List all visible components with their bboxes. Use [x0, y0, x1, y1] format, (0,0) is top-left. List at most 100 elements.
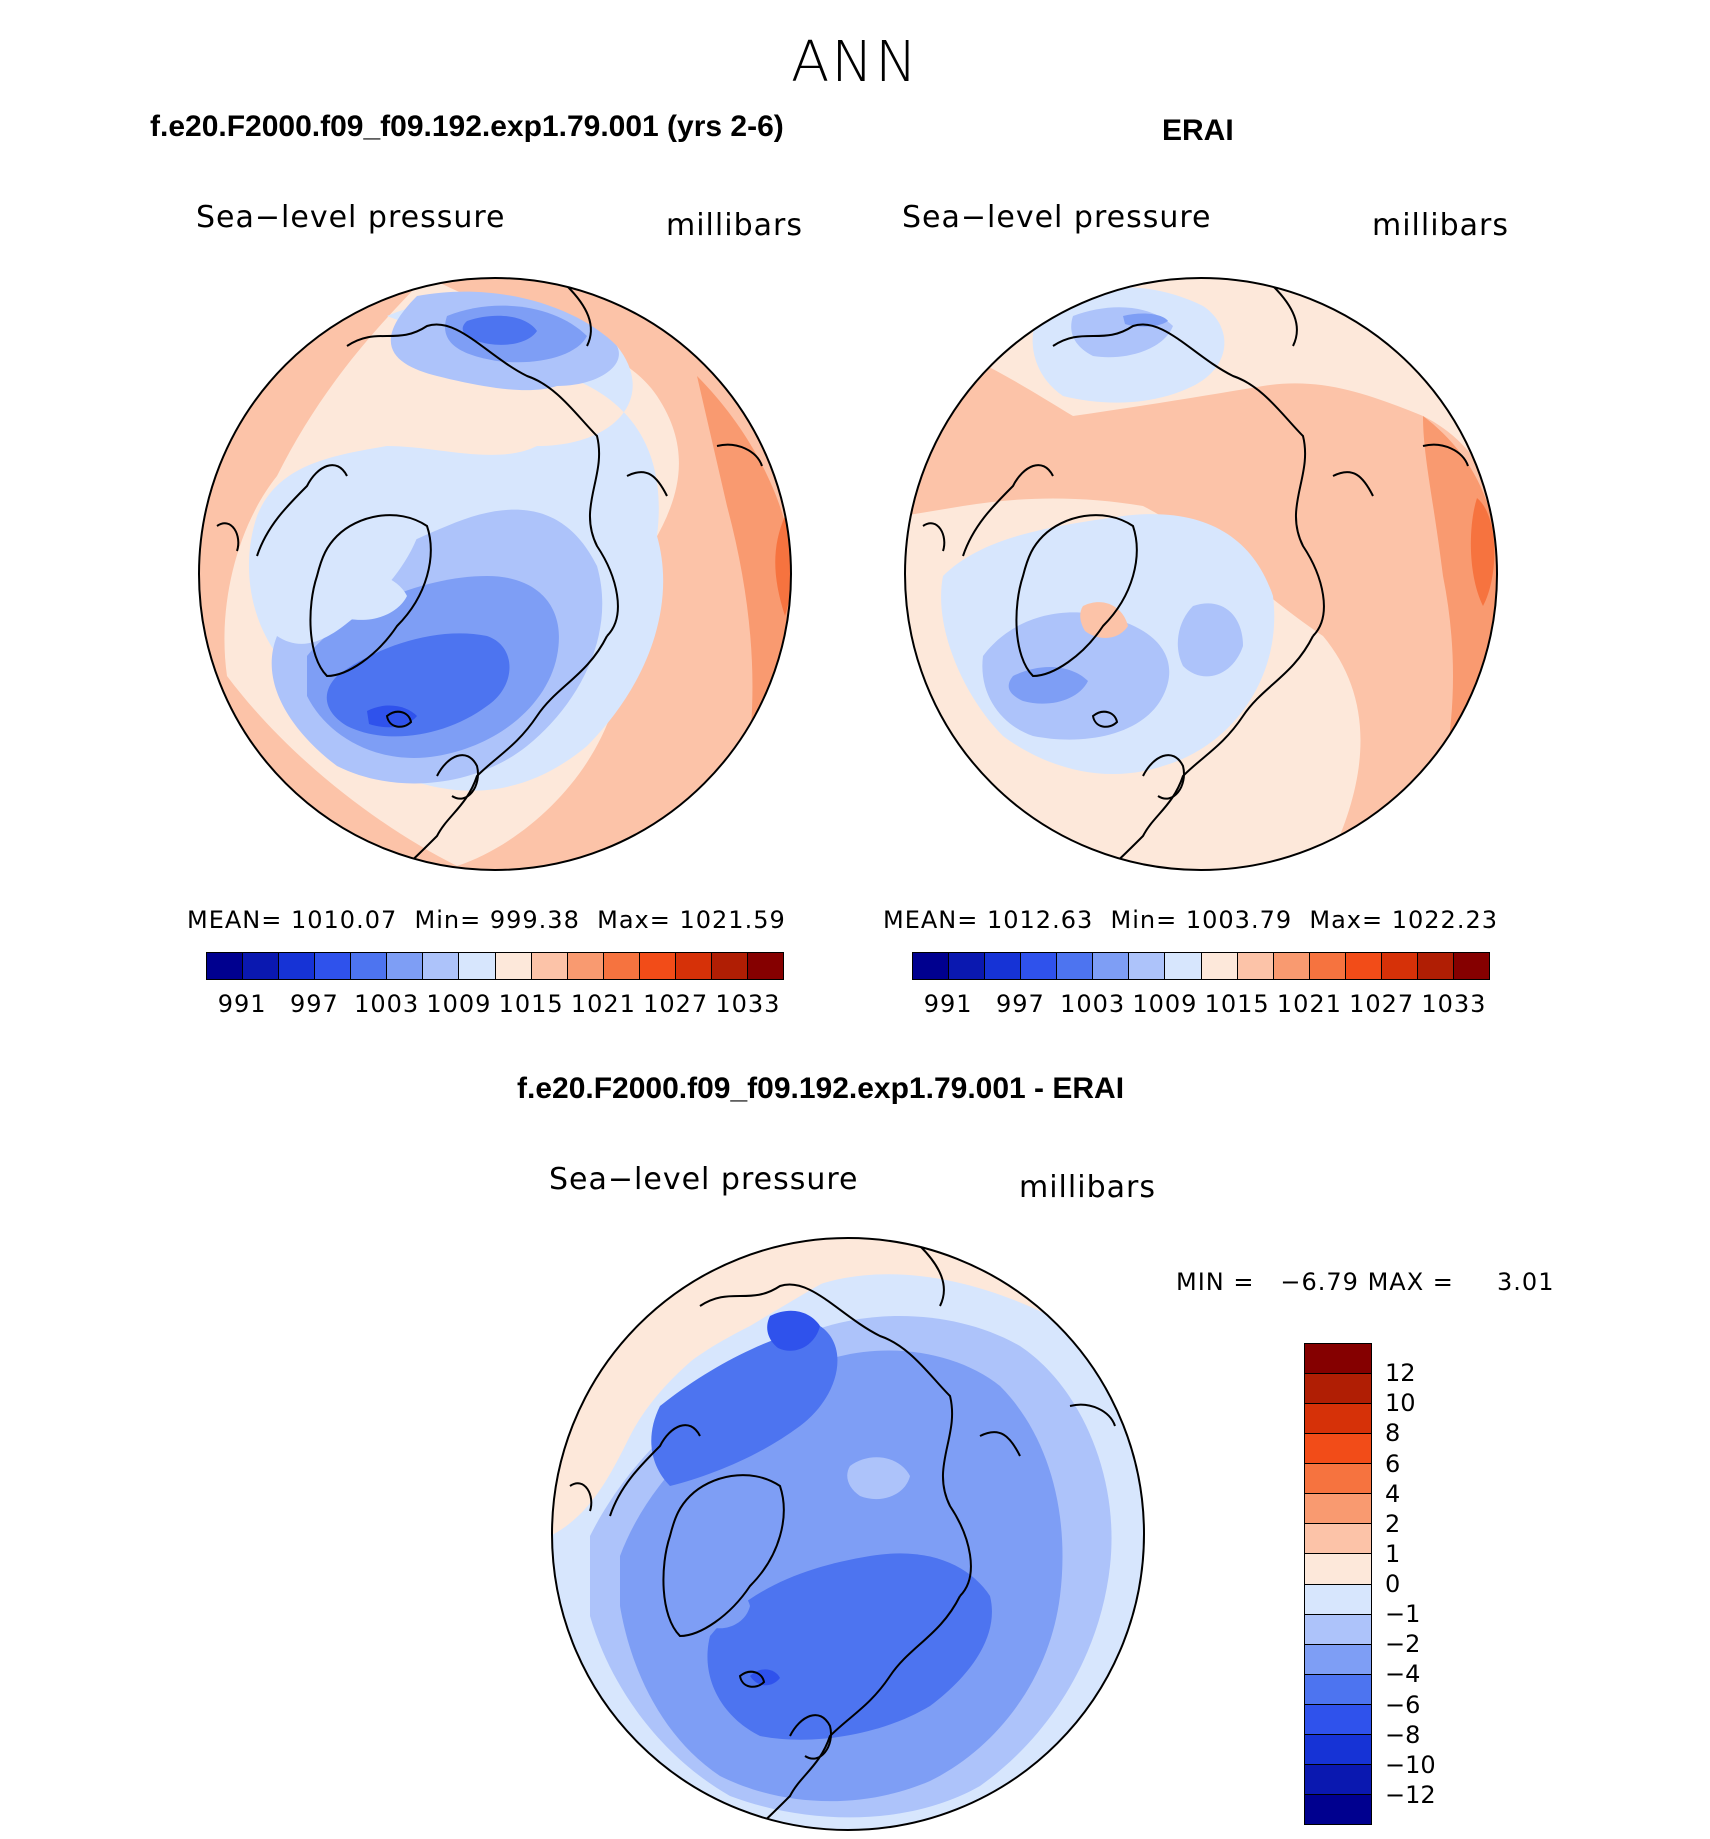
colorbar-swatch: [913, 953, 950, 979]
model-units-label: millibars: [666, 208, 803, 243]
colorbar-swatch: [1305, 1554, 1371, 1585]
obs-mean-value: 1012.63: [987, 906, 1094, 934]
obs-panel-title: ERAI: [1162, 114, 1234, 147]
colorbar-swatch: [207, 953, 244, 979]
colorbar-swatch: [243, 953, 280, 979]
model-mean-label: MEAN=: [187, 906, 283, 934]
colorbar-swatch: [1057, 953, 1094, 979]
colorbar-swatch: [1129, 953, 1166, 979]
colorbar-swatch: [423, 953, 460, 979]
model-mean-value: 1010.07: [291, 906, 398, 934]
diff-colorbar: [1304, 1343, 1372, 1825]
model-max-label: Max=: [597, 906, 671, 934]
colorbar-swatch: [1305, 1734, 1371, 1765]
colorbar-tick-label: 997: [995, 990, 1045, 1018]
model-variable-label: Sea−level pressure: [196, 200, 506, 235]
colorbar-swatch: [1305, 1704, 1371, 1735]
colorbar-swatch: [495, 953, 532, 979]
diff-units-label: millibars: [1019, 1170, 1156, 1205]
model-max-value: 1021.59: [679, 906, 786, 934]
colorbar-swatch: [603, 953, 640, 979]
season-title: ANN: [790, 30, 920, 95]
obs-units-label: millibars: [1372, 208, 1509, 243]
colorbar-tick-label: −12: [1385, 1780, 1436, 1809]
colorbar-swatch: [1305, 1374, 1371, 1405]
obs-max-label: Max=: [1309, 906, 1384, 934]
obs-variable-label: Sea−level pressure: [902, 200, 1212, 235]
colorbar-swatch: [1305, 1614, 1371, 1645]
colorbar-swatch: [1237, 953, 1274, 979]
colorbar-tick-label: 1015: [498, 990, 564, 1018]
colorbar-swatch: [315, 953, 352, 979]
colorbar-swatch: [1273, 953, 1310, 979]
obs-mean-label: MEAN=: [883, 906, 979, 934]
colorbar-tick-label: 1003: [354, 990, 420, 1018]
colorbar-swatch: [1165, 953, 1202, 979]
colorbar-tick-label: 991: [923, 990, 973, 1018]
colorbar-swatch: [985, 953, 1022, 979]
colorbar-swatch: [639, 953, 676, 979]
colorbar-swatch: [1309, 953, 1346, 979]
colorbar-swatch: [459, 953, 496, 979]
diff-min-label: MIN =: [1176, 1268, 1255, 1296]
colorbar-tick-label: 1021: [570, 990, 636, 1018]
diff-max-label: MAX =: [1367, 1268, 1454, 1296]
colorbar-swatch: [1305, 1494, 1371, 1525]
colorbar-swatch: [1453, 953, 1489, 979]
colorbar-tick-label: 991: [217, 990, 267, 1018]
diff-panel-title: f.e20.F2000.f09_f09.192.exp1.79.001 - ER…: [517, 1072, 1125, 1105]
colorbar-tick-label: −10: [1385, 1750, 1436, 1779]
model-min-value: 999.38: [489, 906, 580, 934]
colorbar-swatch: [1305, 1404, 1371, 1435]
colorbar-swatch: [675, 953, 712, 979]
model-min-label: Min=: [414, 906, 482, 934]
diff-polar-map: [551, 1237, 1145, 1831]
obs-polar-map: [904, 277, 1498, 871]
colorbar-tick-label: 6: [1385, 1449, 1401, 1478]
model-stats: MEAN= 1010.07 Min= 999.38 Max= 1021.59: [187, 906, 786, 934]
colorbar-swatch: [1305, 1434, 1371, 1465]
colorbar-tick-label: 10: [1385, 1389, 1416, 1418]
colorbar-swatch: [567, 953, 604, 979]
colorbar-swatch: [711, 953, 748, 979]
colorbar-tick-label: 1021: [1276, 990, 1342, 1018]
colorbar-tick-label: 2: [1385, 1509, 1401, 1538]
colorbar-swatch: [1305, 1584, 1371, 1615]
obs-colorbar: [912, 952, 1490, 980]
colorbar-tick-label: 1033: [715, 990, 781, 1018]
diff-max-value: 3.01: [1497, 1268, 1555, 1296]
colorbar-swatch: [1305, 1674, 1371, 1705]
colorbar-tick-label: 997: [289, 990, 339, 1018]
colorbar-swatch: [1381, 953, 1418, 979]
colorbar-swatch: [1305, 1794, 1371, 1824]
model-polar-map: [198, 277, 792, 871]
colorbar-swatch: [387, 953, 424, 979]
colorbar-swatch: [1305, 1464, 1371, 1495]
colorbar-tick-label: 1003: [1060, 990, 1126, 1018]
colorbar-swatch: [1305, 1344, 1371, 1375]
model-colorbar-labels: 991 997 1003 1009 1015 1021 1027 1033: [206, 990, 784, 1018]
colorbar-tick-label: 12: [1385, 1359, 1416, 1388]
obs-min-label: Min=: [1110, 906, 1178, 934]
colorbar-tick-label: −2: [1385, 1630, 1421, 1659]
colorbar-tick-label: 4: [1385, 1479, 1401, 1508]
diff-min-value: −6.79: [1280, 1268, 1359, 1296]
colorbar-tick-label: 1033: [1421, 990, 1487, 1018]
colorbar-swatch: [949, 953, 986, 979]
colorbar-swatch: [747, 953, 783, 979]
colorbar-tick-label: 1015: [1204, 990, 1270, 1018]
model-colorbar: [206, 952, 784, 980]
colorbar-swatch: [1417, 953, 1454, 979]
colorbar-tick-label: −4: [1385, 1660, 1421, 1689]
colorbar-tick-label: 8: [1385, 1419, 1401, 1448]
colorbar-swatch: [1093, 953, 1130, 979]
model-panel-title: f.e20.F2000.f09_f09.192.exp1.79.001 (yrs…: [150, 110, 784, 143]
colorbar-tick-label: −6: [1385, 1690, 1421, 1719]
colorbar-tick-label: 1027: [643, 990, 709, 1018]
colorbar-tick-label: 1009: [426, 990, 492, 1018]
colorbar-swatch: [1345, 953, 1382, 979]
obs-stats: MEAN= 1012.63 Min= 1003.79 Max= 1022.23: [883, 906, 1498, 934]
colorbar-tick-label: −1: [1385, 1600, 1421, 1629]
colorbar-swatch: [1305, 1644, 1371, 1675]
colorbar-tick-label: 1027: [1349, 990, 1415, 1018]
